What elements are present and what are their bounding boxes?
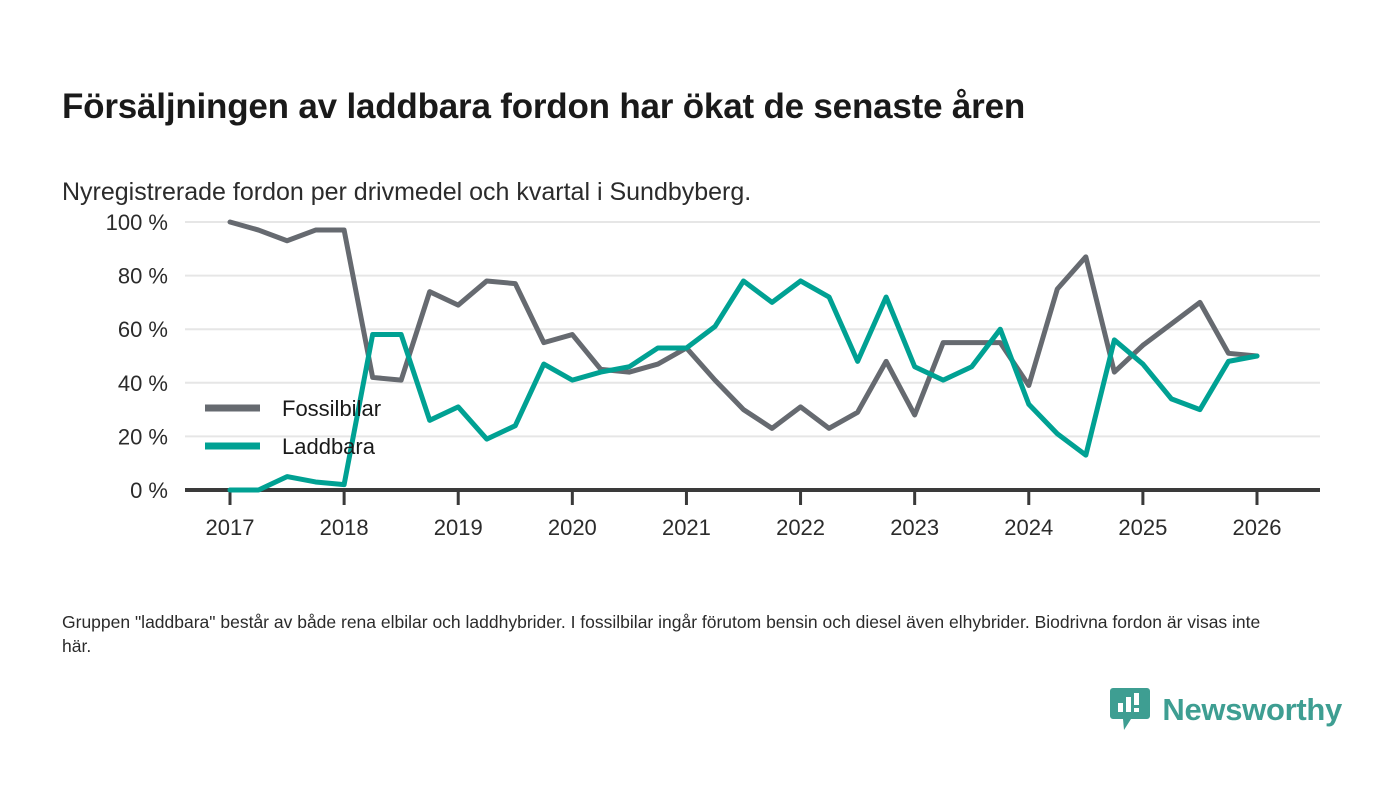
legend-label: Laddbara [282, 434, 376, 459]
x-axis-tick-label: 2023 [890, 515, 939, 540]
y-axis-tick-label: 60 % [118, 317, 168, 342]
x-axis-tick-label: 2020 [548, 515, 597, 540]
x-axis-tick-label: 2025 [1118, 515, 1167, 540]
y-axis-tick-label: 80 % [118, 264, 168, 289]
x-axis-tick-label: 2026 [1233, 515, 1282, 540]
x-axis-tick-label: 2024 [1004, 515, 1053, 540]
series-line-laddbara [227, 278, 1260, 493]
logo-wordmark: Newsworthy [1162, 691, 1342, 727]
bar-chart-speech-bubble-icon [1110, 688, 1151, 730]
x-axis-tick-label: 2019 [434, 515, 483, 540]
series-line-fossilbilar [227, 219, 1260, 431]
page-title: Försäljningen av laddbara fordon har öka… [62, 87, 1026, 127]
x-axis-tick-label: 2018 [320, 515, 369, 540]
line-chart: 0 % 20 % 40 % 60 % 80 % 100 % 2017 2018 2019 202… [0, 200, 1400, 550]
data-series [227, 219, 1260, 493]
x-axis-tick-label: 2017 [206, 515, 255, 540]
chart-legend: Fossilbilar Laddbara [205, 396, 381, 459]
y-axis-tick-label: 40 % [118, 371, 168, 396]
gridlines [185, 221, 1320, 438]
y-axis-tick-label: 100 % [106, 210, 168, 235]
legend-label: Fossilbilar [282, 396, 381, 421]
y-axis-ticks: 0 % 20 % 40 % 60 % 80 % 100 % [106, 210, 168, 503]
y-axis-tick-label: 20 % [118, 424, 168, 449]
page-subtitle: Nyregistrerade fordon per drivmedel och … [62, 178, 752, 206]
y-axis-tick-label: 0 % [130, 478, 168, 503]
chart-svg: 0 % 20 % 40 % 60 % 80 % 100 % 2017 2018 2019 202… [106, 210, 1320, 540]
newsworthy-logo: Newsworthy [1109, 686, 1342, 732]
x-axis-tick-label: 2021 [662, 515, 711, 540]
x-axis-ticks: 2017 2018 2019 2020 2021 2022 2023 2024 2025 2026 [206, 492, 1282, 540]
x-axis-tick-label: 2022 [776, 515, 825, 540]
chart-footnote: Gruppen "laddbara" består av både rena e… [62, 611, 1261, 657]
